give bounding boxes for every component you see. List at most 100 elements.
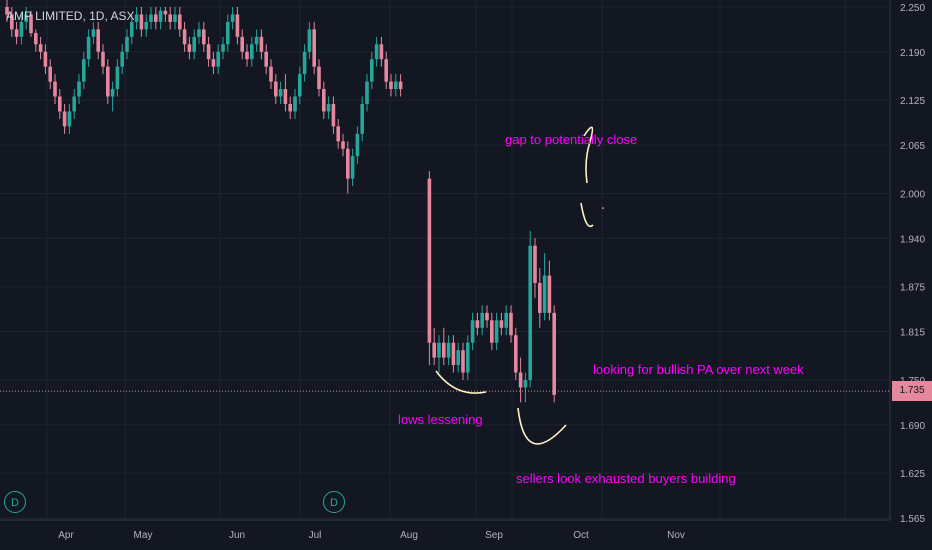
- y-tick-label: 1.565: [900, 514, 925, 525]
- candle: [168, 7, 172, 30]
- candle: [374, 36, 379, 67]
- candle: [91, 21, 96, 45]
- candle: [43, 44, 48, 75]
- candle: [154, 7, 158, 30]
- candle: [245, 44, 249, 67]
- candle: [24, 7, 28, 30]
- candle: [384, 51, 388, 90]
- candle: [394, 74, 398, 97]
- question-mark-dot: [580, 202, 594, 228]
- candle: [437, 335, 441, 373]
- candle: [499, 312, 504, 336]
- candle: [432, 327, 436, 366]
- candle: [451, 335, 456, 373]
- candle: [149, 7, 153, 30]
- candle: [283, 74, 288, 112]
- candle: [206, 36, 211, 67]
- candle: [144, 14, 148, 37]
- candle: [461, 342, 465, 380]
- candle: [350, 148, 355, 187]
- candle: [110, 81, 115, 112]
- candle: [139, 7, 144, 37]
- candle: [538, 268, 542, 328]
- candle: [293, 89, 297, 119]
- candle: [62, 103, 67, 134]
- candle: [302, 44, 307, 82]
- candle: [379, 36, 384, 67]
- candle: [10, 7, 14, 37]
- x-tick-label: Nov: [667, 530, 685, 541]
- candle: [480, 305, 484, 336]
- candle: [125, 29, 129, 60]
- last-price-badge: 1.735: [892, 381, 932, 402]
- candle: [456, 342, 460, 373]
- candle: [528, 230, 532, 388]
- candle: [29, 10, 33, 37]
- y-tick-label: 1.625: [900, 469, 925, 480]
- candle: [134, 7, 139, 30]
- candle: [360, 96, 364, 142]
- candle: [504, 305, 508, 336]
- y-tick-label: 2.125: [900, 96, 925, 107]
- y-tick-label: 2.190: [900, 48, 925, 59]
- candle: [163, 7, 168, 22]
- candle: [197, 21, 201, 45]
- candle: [34, 29, 38, 52]
- candle: [211, 51, 216, 75]
- time-axis[interactable]: Apr May Jun Jul Aug Sep Oct Nov: [58, 530, 685, 541]
- x-tick-label: Jul: [309, 530, 322, 541]
- candle: [518, 357, 523, 403]
- y-tick-label: 1.875: [900, 283, 925, 294]
- small-dot: [602, 207, 604, 209]
- dividend-badge-1[interactable]: D: [4, 491, 26, 513]
- x-tick-label: Apr: [58, 530, 74, 541]
- candle: [542, 253, 547, 321]
- x-tick-label: Oct: [573, 530, 589, 541]
- candle: [115, 59, 120, 97]
- candle: [250, 36, 254, 67]
- candle: [202, 21, 206, 52]
- price-axis[interactable]: 2.250 2.190 2.125 2.065 2.000 1.940 1.875 1.815…: [900, 3, 925, 525]
- x-tick-label: May: [134, 530, 153, 541]
- candle: [67, 103, 72, 134]
- candle: [240, 29, 244, 60]
- candle: [101, 44, 105, 75]
- candle: [355, 126, 360, 164]
- candle: [58, 89, 62, 119]
- candle: [398, 74, 403, 97]
- candle: [288, 96, 292, 119]
- candle: [106, 59, 110, 104]
- candle: [48, 59, 52, 90]
- candle: [427, 171, 432, 366]
- annotation-lows: lows lessening: [398, 412, 483, 427]
- candle: [494, 312, 499, 351]
- x-tick-label: Sep: [485, 530, 503, 541]
- candle: [182, 21, 187, 52]
- candle: [370, 51, 374, 90]
- x-tick-label: Jun: [229, 530, 245, 541]
- candle: [120, 44, 124, 75]
- candle: [470, 312, 475, 351]
- candle: [96, 21, 100, 60]
- y-tick-label: 1.940: [900, 234, 925, 245]
- y-tick-label: 2.250: [900, 3, 925, 14]
- candle: [341, 133, 345, 157]
- candle: [178, 7, 182, 37]
- y-tick-label: 1.815: [900, 328, 925, 339]
- candle: [53, 74, 57, 104]
- y-tick-label: 2.000: [900, 189, 925, 200]
- dividend-badge-2[interactable]: D: [323, 491, 345, 513]
- annotation-gap: gap to potentially close: [505, 132, 638, 147]
- sellers-curve: [517, 407, 567, 445]
- candle: [326, 96, 331, 119]
- candle: [72, 89, 76, 119]
- lows-curve: [435, 370, 487, 394]
- x-tick-label: Aug: [400, 530, 418, 541]
- candle: [312, 21, 316, 75]
- candle: [269, 59, 273, 90]
- candle: [322, 81, 326, 119]
- candle: [485, 305, 489, 328]
- candle: [298, 66, 302, 104]
- candle: [173, 7, 177, 30]
